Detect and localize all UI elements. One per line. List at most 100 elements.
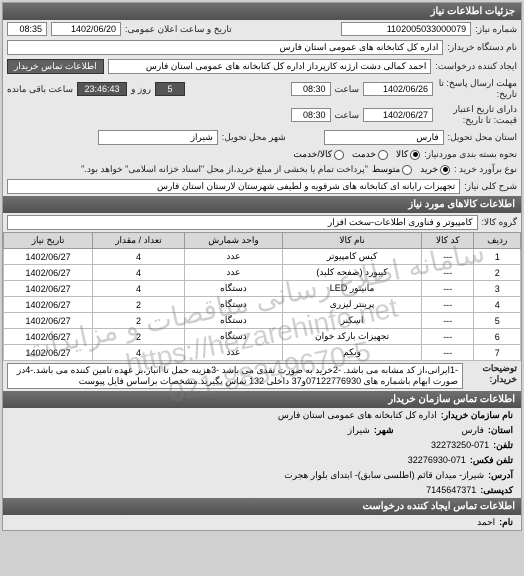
table-cell: 4 bbox=[474, 297, 521, 313]
table-cell: 2 bbox=[93, 313, 185, 329]
radio-label: خدمت bbox=[352, 149, 376, 160]
table-cell: 1402/06/27 bbox=[4, 297, 93, 313]
c-org-label: نام سازمان خریدار: bbox=[441, 410, 513, 421]
c-city-label: شهر: bbox=[374, 425, 394, 436]
table-cell: 2 bbox=[93, 329, 185, 345]
c-addr-label: آدرس: bbox=[488, 470, 513, 481]
remaining-clock: 23:46:43 bbox=[77, 82, 127, 96]
table-cell: دستگاه bbox=[184, 313, 282, 329]
radio-dot-icon bbox=[378, 150, 388, 160]
c-phone-label: تلفن: bbox=[493, 440, 513, 451]
table-cell: 1 bbox=[474, 249, 521, 265]
table-cell: 2 bbox=[93, 297, 185, 313]
table-cell: کیبورد (صفحه کلید) bbox=[283, 265, 422, 281]
table-cell: --- bbox=[421, 265, 474, 281]
table-cell: 1402/06/27 bbox=[4, 249, 93, 265]
announce-date: 1402/06/20 bbox=[51, 22, 121, 36]
deadline-time: 08:30 bbox=[291, 82, 331, 96]
buy-note: "پرداخت تمام یا بخشی از مبلغ خرید،از محل… bbox=[7, 164, 368, 175]
table-cell: تجهیزات بارکد خوان bbox=[283, 329, 422, 345]
province-label: استان محل تحویل: bbox=[448, 132, 517, 143]
c-fax-value: 32276930-071 bbox=[408, 455, 466, 466]
table-row: 3---مانیتور LEDدستگاه41402/06/27 bbox=[4, 281, 521, 297]
table-cell: 4 bbox=[93, 345, 185, 361]
table-cell: 4 bbox=[93, 265, 185, 281]
announce-time: 08:35 bbox=[7, 22, 47, 36]
table-cell: 4 bbox=[93, 249, 185, 265]
c-city-value: شیراز bbox=[348, 425, 370, 436]
c-postal-label: کدپستی: bbox=[480, 485, 513, 496]
table-cell: 5 bbox=[474, 313, 521, 329]
package-radio-group: کالا خدمت کالا/خدمت bbox=[293, 149, 420, 160]
radio-option[interactable]: کالا/خدمت bbox=[293, 149, 344, 160]
table-cell: --- bbox=[421, 329, 474, 345]
goods-group-value: کامپیوتر و فناوری اطلاعات-سخت افزار bbox=[7, 215, 478, 230]
need-desc-label: شرح کلی نیاز: bbox=[464, 181, 517, 192]
table-cell: دستگاه bbox=[184, 329, 282, 345]
radio-dot-icon bbox=[334, 150, 344, 160]
table-cell: --- bbox=[421, 313, 474, 329]
buyer-contact-header: اطلاعات تماس سازمان خریدار bbox=[3, 391, 521, 408]
goods-group-label: گروه کالا: bbox=[482, 217, 517, 228]
radio-label: کالا/خدمت bbox=[293, 149, 332, 160]
c-phone-value: 32273250-071 bbox=[431, 440, 489, 451]
table-cell: 1402/06/27 bbox=[4, 345, 93, 361]
goods-info-header: اطلاعات کالاهای مورد نیاز bbox=[3, 196, 521, 213]
buytype-radio-group: خرید متوسط bbox=[372, 164, 450, 175]
announce-label: تاریخ و ساعت اعلان عمومی: bbox=[125, 24, 232, 35]
radio-option[interactable]: کالا bbox=[396, 149, 420, 160]
table-cell: 4 bbox=[93, 281, 185, 297]
c-addr-value: شیراز- میدان قائم (اطلسی سابق)- ابتدای ب… bbox=[284, 470, 484, 481]
radio-option[interactable]: متوسط bbox=[372, 164, 412, 175]
request-no-value: 1102005033000079 bbox=[341, 22, 471, 36]
r-name-label: نام: bbox=[499, 517, 513, 528]
table-header: واحد شمارش bbox=[184, 233, 282, 249]
table-cell: پرینتر لیزری bbox=[283, 297, 422, 313]
table-cell: عدد bbox=[184, 249, 282, 265]
c-org-value: اداره کل کتابخانه های عمومی استان فارس bbox=[278, 410, 437, 421]
table-cell: مانیتور LED bbox=[283, 281, 422, 297]
c-fax-label: تلفن فکس: bbox=[470, 455, 513, 466]
table-header: ردیف bbox=[474, 233, 521, 249]
table-row: 5---اسکنردستگاه21402/06/27 bbox=[4, 313, 521, 329]
radio-option[interactable]: خدمت bbox=[352, 149, 388, 160]
deadline-date: 1402/06/26 bbox=[363, 82, 433, 96]
hour-label-2: ساعت bbox=[335, 110, 360, 121]
remaining-time-label: ساعت باقی مانده bbox=[7, 84, 73, 95]
validity-time: 08:30 bbox=[291, 108, 331, 122]
table-cell: --- bbox=[421, 297, 474, 313]
city-label: شهر محل تحویل: bbox=[222, 132, 286, 143]
need-desc-value: تجهیزات رایانه ای کتابخانه های شرفویه و … bbox=[7, 179, 460, 194]
buyer-org-label: نام دستگاه خریدار: bbox=[447, 42, 517, 53]
radio-option[interactable]: خرید bbox=[420, 164, 450, 175]
explanation-value: -1ایرانی،از کد مشابه می باشد. -2خرید به … bbox=[7, 363, 463, 389]
table-header: تعداد / مقدار bbox=[93, 233, 185, 249]
table-cell: --- bbox=[421, 249, 474, 265]
table-cell: 3 bbox=[474, 281, 521, 297]
buyer-org-value: اداره کل کتابخانه های عمومی استان فارس bbox=[7, 40, 443, 55]
c-prov-value: فارس bbox=[462, 425, 484, 436]
c-postal-value: 7145647371 bbox=[426, 485, 476, 496]
table-cell: دستگاه bbox=[184, 281, 282, 297]
radio-dot-icon bbox=[410, 150, 420, 160]
province-value: فارس bbox=[324, 130, 444, 145]
table-cell: 1402/06/27 bbox=[4, 329, 93, 345]
creator-label: ایجاد کننده درخواست: bbox=[435, 61, 517, 72]
buytype-label: نوع برآورد خرید : bbox=[454, 164, 517, 175]
buyer-contact-button[interactable]: اطلاعات تماس خریدار bbox=[7, 59, 104, 74]
radio-label: متوسط bbox=[372, 164, 400, 175]
validity-label: دارای تاریخ اعتبار قیمت: تا تاریخ: bbox=[437, 104, 517, 126]
validity-date: 1402/06/27 bbox=[363, 108, 433, 122]
request-no-label: شماره نیاز: bbox=[475, 24, 517, 35]
creator-value: احمد کمالی دشت ارژنه کارپرداز اداره کل ک… bbox=[108, 59, 432, 74]
table-header: تاریخ نیاز bbox=[4, 233, 93, 249]
package-label: نحوه بسته بندی موردنیاز: bbox=[424, 149, 517, 160]
goods-table: ردیفکد کالانام کالاواحد شمارشتعداد / مقد… bbox=[3, 232, 521, 361]
table-cell: 1402/06/27 bbox=[4, 281, 93, 297]
table-cell: 1402/06/27 bbox=[4, 265, 93, 281]
remaining-days: 5 bbox=[155, 82, 185, 96]
table-row: 4---پرینتر لیزریدستگاه21402/06/27 bbox=[4, 297, 521, 313]
city-value: شیراز bbox=[98, 130, 218, 145]
radio-label: کالا bbox=[396, 149, 408, 160]
table-cell: 7 bbox=[474, 345, 521, 361]
